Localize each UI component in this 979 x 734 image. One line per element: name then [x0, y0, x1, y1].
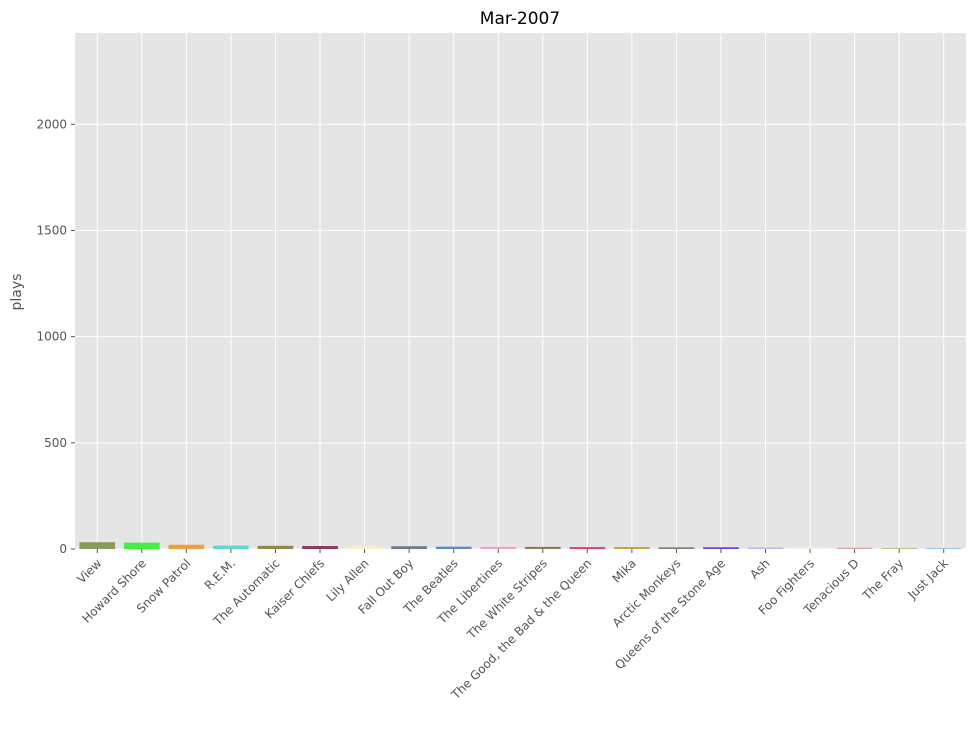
x-tick-label: Mika: [609, 556, 639, 586]
bar: [124, 542, 160, 549]
bar: [703, 547, 739, 549]
x-tick-label: Ash: [747, 556, 773, 582]
y-tick-label: 2000: [36, 117, 67, 131]
chart-title: Mar-2007: [480, 9, 560, 29]
bar: [524, 546, 561, 549]
x-tick-label: The Fray: [859, 556, 906, 603]
bar: [168, 544, 205, 549]
grid: [75, 33, 966, 550]
x-tick-label: R.E.M.: [202, 556, 238, 592]
x-tick-label: View: [74, 556, 104, 586]
plot-background: [75, 33, 966, 549]
bar: [480, 546, 517, 549]
y-tick-label: 500: [44, 436, 67, 450]
x-tick-label: Just Jack: [905, 556, 951, 602]
bar: [747, 547, 784, 549]
bar: [881, 547, 917, 549]
y-axis-label: plays: [9, 274, 25, 311]
bar: [79, 542, 116, 549]
bar: [614, 547, 650, 549]
x-tick-label: The White Stripes: [464, 556, 550, 642]
bar: [658, 547, 695, 549]
bar: [435, 546, 472, 549]
y-tick-label: 1500: [36, 223, 67, 237]
bar: [257, 545, 294, 549]
bar: [302, 546, 338, 549]
y-tick-labels: 0 500 1000 1500 2000: [36, 117, 75, 556]
bar: [569, 547, 606, 549]
bars: [79, 542, 962, 549]
bar: [925, 547, 962, 549]
bar: [792, 547, 828, 549]
y-tick-label: 0: [59, 542, 67, 556]
y-tick-label: 1000: [36, 330, 67, 344]
bar: [391, 546, 427, 549]
bar: [836, 547, 873, 549]
bar: [346, 546, 383, 549]
bar: [213, 545, 249, 549]
